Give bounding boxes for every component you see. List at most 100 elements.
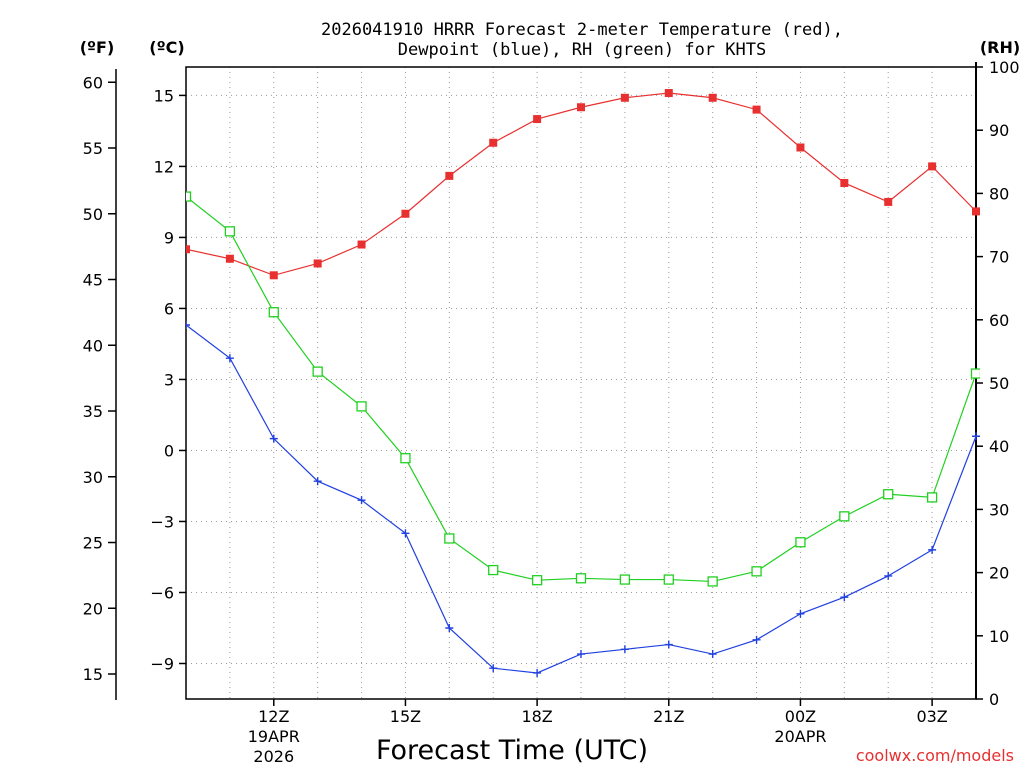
dewpoint-point bbox=[401, 529, 410, 538]
rh-point bbox=[663, 574, 674, 585]
celsius-tick-label: −3 bbox=[150, 512, 174, 531]
celsius-tick-label: 15 bbox=[154, 86, 174, 105]
fahrenheit-tick-label: 35 bbox=[83, 402, 103, 421]
x-tick-label: 12Z bbox=[258, 707, 289, 726]
2-meter-temperature-point bbox=[357, 240, 366, 249]
dewpoint-point bbox=[840, 593, 849, 602]
rh-line bbox=[186, 196, 977, 583]
rh-tick-label: 100 bbox=[989, 58, 1020, 77]
celsius-tick-label: −9 bbox=[150, 654, 174, 673]
rh-point bbox=[400, 453, 411, 464]
dewpoint-point bbox=[357, 496, 366, 505]
dewpoint-series bbox=[186, 321, 980, 677]
dewpoint-point bbox=[489, 664, 498, 673]
x-tick-label: 18Z bbox=[521, 707, 552, 726]
rh-tick-label: 70 bbox=[989, 248, 1009, 267]
dewpoint-point bbox=[928, 545, 937, 554]
rh-point bbox=[751, 566, 762, 577]
2-meter-temperature-point bbox=[225, 254, 234, 263]
2-meter-temperature-point bbox=[972, 207, 980, 216]
fahrenheit-tick-label: 15 bbox=[83, 665, 103, 684]
x-tick-label: 03Z bbox=[916, 707, 947, 726]
2-meter-temperature-point bbox=[884, 197, 893, 206]
dewpoint-point bbox=[708, 650, 717, 659]
2-meter-temperature-point bbox=[186, 245, 190, 254]
2-meter-temperature-point bbox=[664, 89, 673, 98]
fahrenheit-tick-label: 20 bbox=[83, 599, 103, 618]
fahrenheit-tick-label: 40 bbox=[83, 336, 103, 355]
x-tick-date-label: 20APR bbox=[774, 727, 826, 746]
fahrenheit-tick-label: 45 bbox=[83, 271, 103, 290]
rh-point bbox=[488, 564, 499, 576]
2-meter-temperature-point bbox=[928, 162, 937, 171]
rh-tick-label: 60 bbox=[989, 311, 1009, 330]
fahrenheit-tick-label: 55 bbox=[83, 139, 103, 158]
2-meter-temperature-point bbox=[620, 93, 629, 102]
rh-tick-label: 30 bbox=[989, 500, 1009, 519]
fahrenheit-tick-label: 25 bbox=[83, 534, 103, 553]
2-meter-temperature-series bbox=[186, 89, 980, 280]
rh-point bbox=[444, 533, 455, 544]
2-meter-temperature-point bbox=[313, 259, 322, 268]
fahrenheit-tick-label: 60 bbox=[83, 73, 103, 92]
rh-point bbox=[707, 576, 718, 587]
grid-lines bbox=[186, 67, 976, 699]
rh-point bbox=[575, 573, 587, 584]
dewpoint-point bbox=[269, 434, 278, 443]
rh-point bbox=[926, 492, 938, 503]
dewpoint-point bbox=[752, 635, 761, 644]
celsius-tick-label: 3 bbox=[164, 370, 174, 389]
celsius-unit-label: (ºC) bbox=[149, 38, 184, 57]
rh-point bbox=[224, 226, 236, 237]
dewpoint-point bbox=[796, 609, 805, 618]
dewpoint-point bbox=[445, 623, 454, 632]
dewpoint-point bbox=[186, 321, 190, 330]
rh-point bbox=[970, 368, 980, 379]
dewpoint-point bbox=[972, 432, 980, 441]
chart-title-line2: Dewpoint (blue), RH (green) for KHTS bbox=[398, 40, 766, 60]
rh-point bbox=[795, 537, 806, 548]
x-tick-label: 15Z bbox=[390, 707, 421, 726]
chart-title-line1: 2026041910 HRRR Forecast 2-meter Tempera… bbox=[321, 20, 843, 40]
rh-tick-label: 10 bbox=[989, 627, 1009, 646]
rh-point bbox=[883, 489, 894, 500]
dewpoint-point bbox=[620, 645, 629, 654]
2-meter-temperature-point bbox=[708, 93, 717, 102]
2-meter-temperature-point bbox=[533, 115, 542, 124]
dewpoint-point bbox=[664, 640, 673, 649]
dewpoint-point bbox=[884, 571, 893, 580]
x-axis-title: Forecast Time (UTC) bbox=[376, 735, 648, 766]
2-meter-temperature-point bbox=[401, 209, 410, 218]
axes bbox=[108, 62, 983, 706]
dewpoint-point bbox=[225, 354, 234, 363]
dewpoint-point bbox=[533, 668, 542, 677]
rh-series bbox=[186, 191, 980, 587]
2-meter-temperature-point bbox=[269, 271, 278, 280]
rh-tick-label: 50 bbox=[989, 374, 1009, 393]
rh-point bbox=[312, 366, 323, 377]
credit-text: coolwx.com/models bbox=[856, 746, 1014, 765]
celsius-tick-label: 9 bbox=[164, 228, 174, 247]
rh-tick-label: 80 bbox=[989, 184, 1009, 203]
rh-tick-label: 40 bbox=[989, 437, 1009, 456]
2-meter-temperature-point bbox=[445, 171, 454, 180]
rh-point bbox=[356, 401, 367, 412]
2-meter-temperature-point bbox=[577, 103, 585, 112]
data-series bbox=[186, 89, 980, 677]
celsius-tick-label: 12 bbox=[154, 157, 174, 176]
celsius-tick-label: −6 bbox=[150, 583, 174, 602]
fahrenheit-tick-label: 30 bbox=[83, 468, 103, 487]
tick-labels: 6055504540353025201515129630−3−6−9100908… bbox=[83, 58, 1020, 766]
2-meter-temperature-point bbox=[489, 138, 498, 147]
2-meter-temperature-point bbox=[840, 178, 849, 187]
fahrenheit-unit-label: (ºF) bbox=[80, 38, 115, 57]
rh-tick-label: 0 bbox=[989, 690, 999, 709]
rh-point bbox=[186, 191, 192, 202]
rh-unit-label: (RH) bbox=[980, 38, 1020, 57]
x-tick-year-label: 2026 bbox=[253, 747, 294, 766]
celsius-tick-label: 0 bbox=[164, 441, 174, 460]
dewpoint-point bbox=[313, 477, 322, 486]
2-meter-temperature-point bbox=[752, 105, 761, 114]
dewpoint-point bbox=[577, 650, 585, 659]
rh-point bbox=[531, 575, 543, 586]
